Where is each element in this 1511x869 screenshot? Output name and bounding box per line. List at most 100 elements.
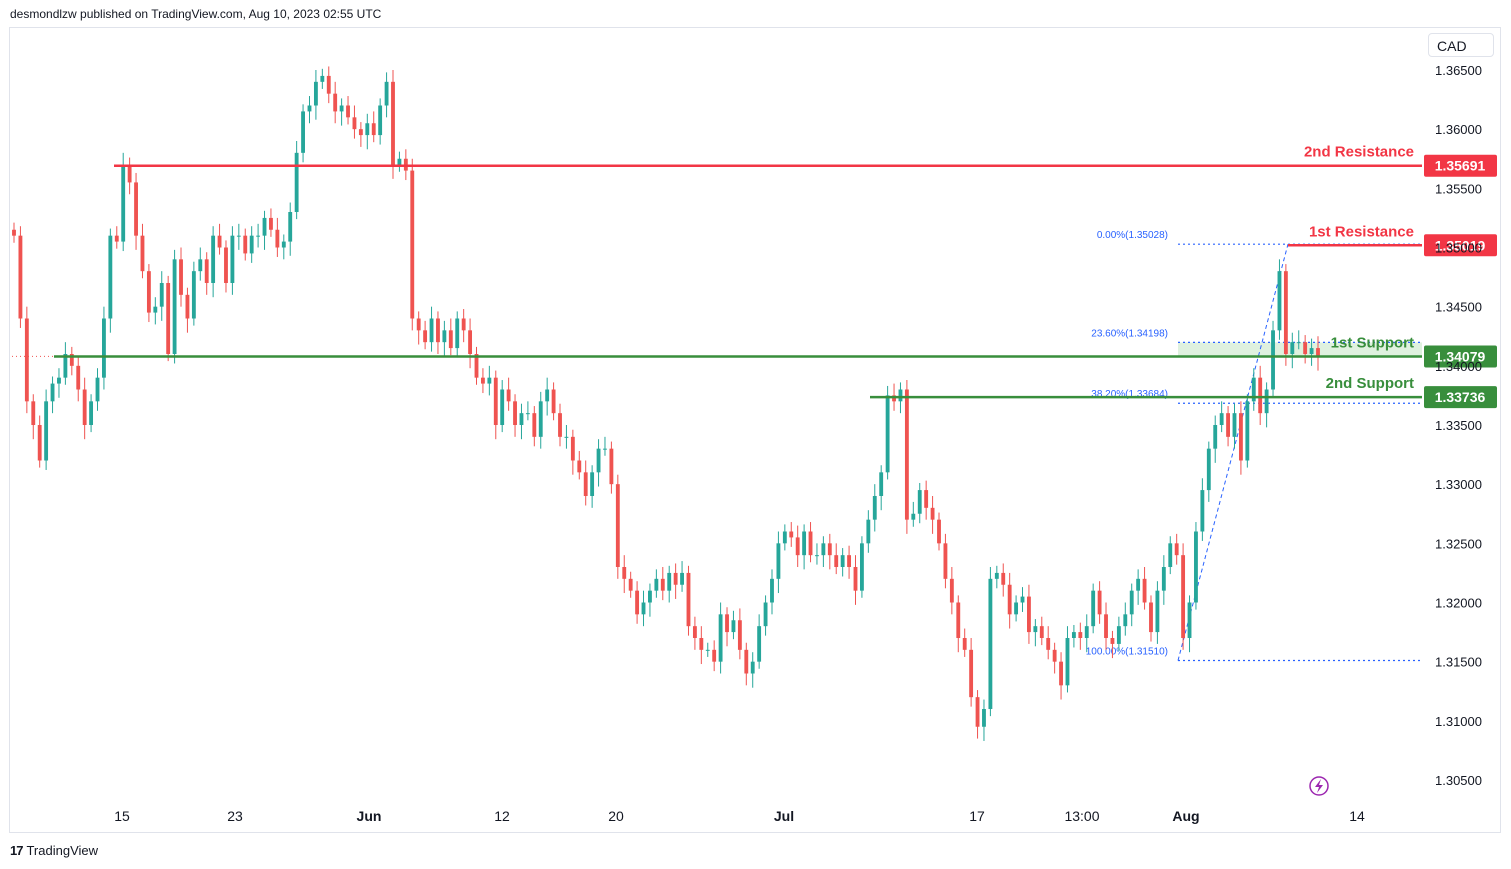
candle — [12, 222, 16, 243]
currency-selector[interactable]: CAD — [1428, 33, 1494, 57]
y-tick-label: 1.31500 — [1435, 655, 1482, 670]
candle — [1174, 533, 1179, 565]
candle — [95, 368, 100, 411]
lightning-icon[interactable] — [1309, 776, 1329, 796]
candle — [917, 482, 922, 524]
candle — [1251, 368, 1256, 411]
y-tick-label: 1.34500 — [1435, 300, 1482, 315]
candle — [1149, 595, 1153, 642]
candle — [114, 226, 119, 249]
candle — [230, 226, 235, 295]
x-tick-label: 15 — [114, 808, 130, 824]
level-name: 2nd Support — [1326, 375, 1414, 392]
candle — [628, 571, 633, 598]
candle — [1264, 382, 1269, 428]
candle — [1194, 522, 1198, 610]
candle — [1007, 572, 1012, 629]
candle — [609, 441, 614, 494]
candle — [545, 377, 550, 416]
candle — [1181, 543, 1186, 650]
price-tag — [1424, 345, 1497, 368]
candle — [1123, 602, 1128, 636]
candle — [1046, 626, 1051, 660]
candle — [423, 320, 428, 350]
candle — [1084, 614, 1089, 653]
candle — [930, 496, 935, 534]
candle — [538, 391, 543, 449]
price-tag — [1424, 234, 1497, 257]
candle — [1161, 555, 1166, 605]
candle — [1316, 336, 1320, 371]
candle — [1200, 478, 1205, 541]
candle — [795, 525, 800, 567]
y-tick-label: 1.31000 — [1435, 714, 1482, 729]
candle — [911, 501, 916, 527]
candle — [146, 264, 151, 323]
candle — [949, 567, 954, 615]
level-name: 2nd Resistance — [1304, 144, 1414, 161]
candle — [757, 614, 762, 669]
candle — [1142, 567, 1147, 610]
fibonacci-layer: 0.00%(1.35028) 23.60%(1.34198) 38.20%(1.33… — [1086, 230, 1422, 662]
candle — [937, 512, 941, 551]
candle — [50, 376, 55, 414]
candle — [654, 569, 659, 598]
candle — [770, 569, 774, 615]
candle — [635, 581, 640, 624]
x-tick-label: 12 — [494, 808, 510, 824]
candle — [480, 368, 485, 394]
candle — [63, 342, 68, 385]
level-name: 1st Resistance — [1309, 223, 1414, 240]
candle — [885, 385, 890, 480]
brand-name: TradingView — [26, 843, 99, 858]
candle — [256, 223, 261, 248]
candle — [1001, 563, 1006, 597]
support-zone — [1178, 342, 1422, 357]
candle — [718, 602, 723, 674]
candle — [570, 429, 575, 475]
candle — [185, 287, 190, 333]
candle — [172, 249, 177, 364]
y-tick-label: 1.30500 — [1435, 773, 1482, 788]
candle — [384, 72, 389, 118]
candle — [956, 595, 961, 653]
candle — [89, 394, 94, 433]
candle — [281, 234, 286, 260]
candle — [1303, 335, 1308, 364]
chart-frame[interactable] — [9, 27, 1501, 833]
candle — [24, 306, 29, 414]
candle — [737, 608, 742, 660]
candle — [551, 382, 556, 421]
candle — [808, 522, 813, 563]
y-tick-label: 1.35000 — [1435, 241, 1482, 256]
candle — [1187, 595, 1192, 653]
y-tick-label: 1.32000 — [1435, 596, 1482, 611]
candle — [275, 217, 280, 257]
candle — [648, 583, 652, 617]
candle — [1071, 624, 1076, 648]
candle — [371, 111, 376, 143]
candle — [397, 151, 402, 172]
candle — [1226, 406, 1230, 447]
candle — [1033, 619, 1038, 647]
candle — [994, 565, 999, 589]
candle — [204, 252, 209, 295]
candle — [879, 465, 884, 511]
candle — [1116, 616, 1121, 652]
candle — [166, 275, 171, 362]
price-tag-label: 1.35691 — [1435, 158, 1486, 174]
candle — [352, 105, 357, 139]
candle — [31, 394, 36, 440]
price-tag-label: 1.35019 — [1435, 237, 1486, 253]
candle — [224, 240, 228, 293]
y-tick-label: 1.36000 — [1435, 122, 1482, 137]
candle — [474, 346, 479, 385]
fib-level-label: 38.20%(1.33684) — [1091, 389, 1168, 400]
candle — [513, 394, 517, 437]
price-tag-label: 1.33736 — [1435, 389, 1486, 405]
candle — [982, 699, 986, 741]
candle — [904, 380, 909, 534]
candle — [1014, 595, 1019, 622]
candle — [1078, 622, 1083, 650]
